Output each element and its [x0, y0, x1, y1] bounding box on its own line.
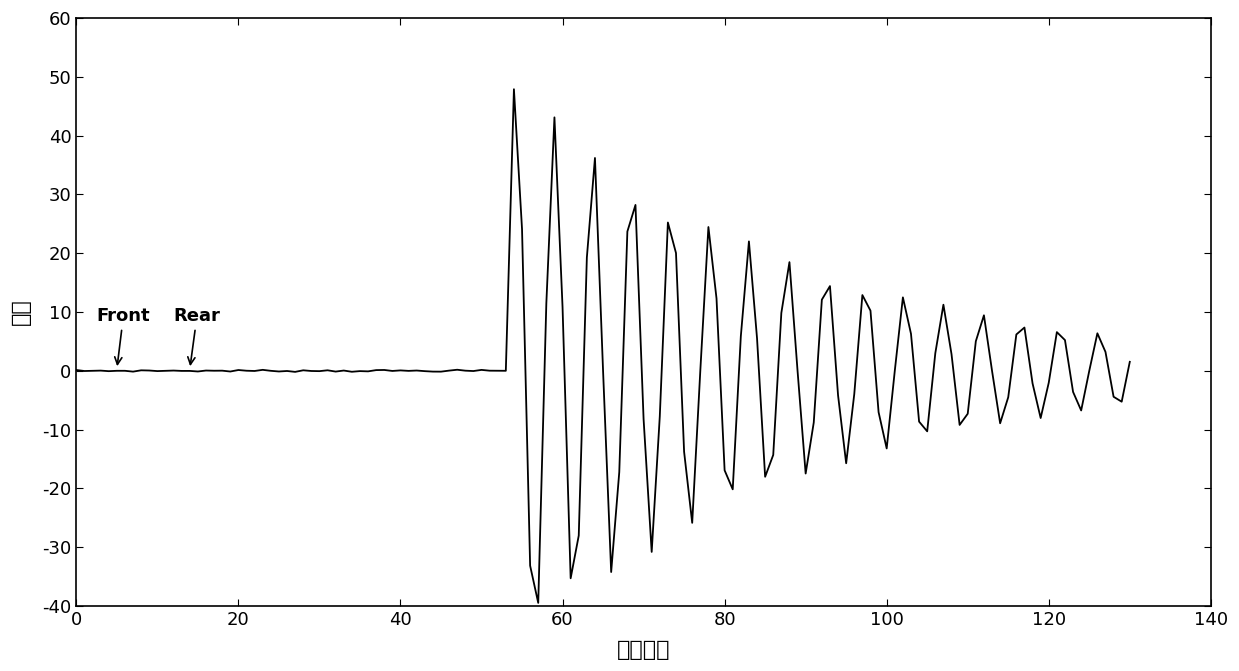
X-axis label: 采样点数: 采样点数 [617, 640, 670, 660]
Text: Front: Front [97, 307, 150, 364]
Y-axis label: 振幅: 振幅 [11, 299, 31, 325]
Text: Rear: Rear [173, 307, 221, 364]
